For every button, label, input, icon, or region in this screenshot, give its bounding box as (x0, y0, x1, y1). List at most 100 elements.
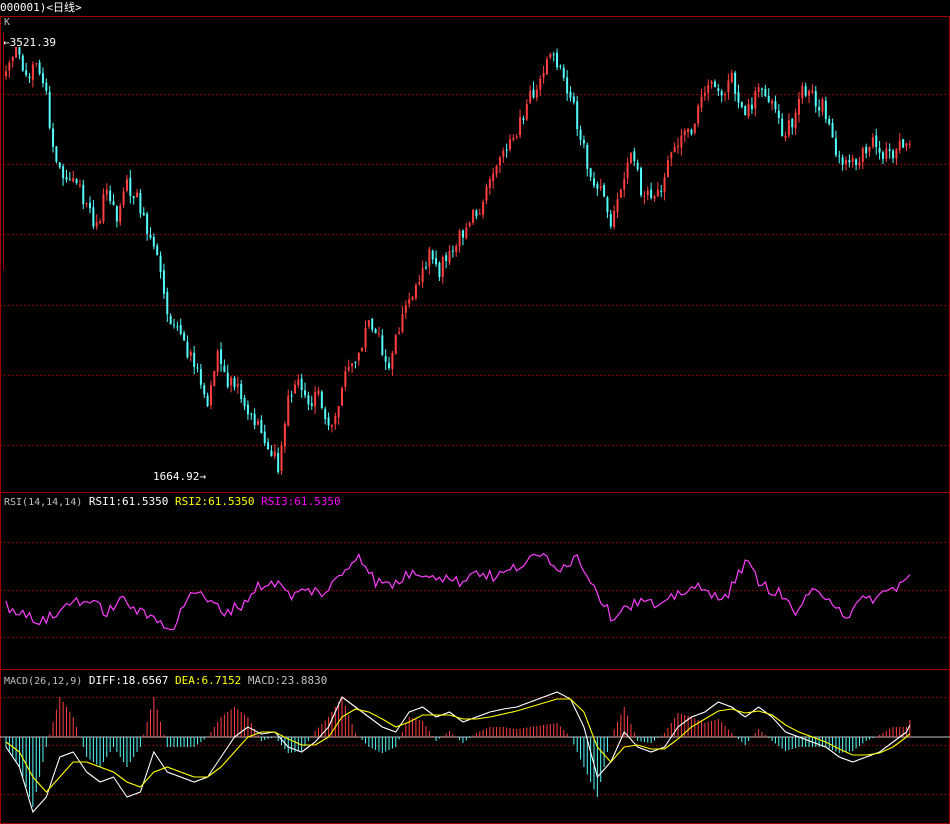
candle-body (562, 67, 565, 78)
low-price-value: 1664.92 (153, 470, 200, 483)
candle-body (626, 162, 629, 179)
candle-body (337, 406, 340, 418)
candle-body (747, 103, 750, 117)
candle-body (871, 137, 874, 147)
kline-label: K (4, 17, 11, 28)
candle-body (808, 91, 811, 96)
candle-body (838, 155, 841, 157)
candle-body (341, 388, 343, 406)
candle-body (683, 130, 686, 136)
candle-body (41, 73, 44, 84)
candle-body (875, 135, 878, 147)
candle-body (828, 119, 831, 125)
candle-body (374, 329, 377, 334)
candle-body (643, 195, 646, 197)
candle-body (472, 209, 475, 223)
candle-body (428, 249, 431, 267)
window-title: 000001)<日线> (0, 1, 82, 14)
candle-body (209, 385, 212, 406)
high-price-value: 3521.39 (9, 36, 56, 49)
candle-body (300, 378, 303, 391)
candle-body (193, 352, 196, 367)
candle-body (512, 137, 515, 140)
candle-body (398, 331, 401, 334)
candle-body (734, 72, 737, 94)
candle-body (586, 144, 589, 169)
candle-body (267, 442, 270, 450)
candle-body (455, 245, 458, 253)
candle-body (478, 213, 481, 215)
candle-body (777, 110, 780, 118)
candle-body (814, 91, 817, 107)
candle-body (576, 101, 579, 130)
candle-body (68, 179, 71, 181)
candle-body (132, 196, 135, 199)
candle-body (451, 250, 454, 252)
candle-body (730, 73, 733, 82)
candle-body (881, 152, 884, 159)
candle-body (304, 390, 307, 396)
candle-body (112, 201, 115, 205)
candle-body (82, 184, 85, 205)
candle-body (673, 146, 676, 153)
candle-body (183, 332, 186, 341)
candle-body (5, 71, 7, 77)
candle-body (898, 140, 901, 151)
candle-body (21, 55, 24, 71)
low-price-label: 1664.92→ (153, 470, 206, 483)
candle-body (260, 419, 263, 434)
candle-body (724, 94, 727, 96)
candle-body (650, 189, 653, 198)
candle-body (737, 91, 740, 103)
candle-body (15, 47, 18, 58)
candle-body (206, 395, 209, 406)
candle-body (525, 104, 528, 120)
candle-body (801, 86, 804, 99)
high-price-label: ←3521.39 (3, 36, 56, 49)
candle-body (599, 186, 602, 189)
rsi-legend: RSI(14,14,14) RSI1:61.5350 RSI2:61.5350 … (4, 495, 341, 508)
kline-panel (5, 47, 911, 475)
candle-body (119, 205, 122, 223)
candle-body (774, 101, 777, 110)
candle-body (653, 196, 656, 199)
candle-body (488, 179, 491, 189)
candle-body (334, 416, 337, 425)
candle-body (579, 129, 582, 140)
candle-body (498, 157, 501, 166)
candle-body (542, 72, 545, 78)
candle-body (189, 351, 192, 356)
candle-body (818, 106, 821, 111)
candle-body (381, 335, 384, 355)
candle-body (465, 227, 468, 239)
candle-body (750, 104, 753, 110)
candle-body (593, 178, 595, 186)
candle-body (895, 149, 898, 159)
candle-body (149, 234, 152, 238)
candle-body (797, 99, 800, 115)
candle-body (169, 315, 172, 325)
candle-body (448, 250, 451, 263)
candle-body (152, 237, 155, 247)
candle-body (666, 160, 669, 177)
candle-body (411, 296, 414, 300)
rsi3-value: RSI3:61.5350 (261, 495, 341, 508)
candle-body (48, 91, 51, 128)
candle-body (582, 139, 585, 144)
candle-body (703, 92, 706, 96)
candle-body (441, 256, 444, 277)
macd-legend: MACD(26,12,9) DIFF:18.6567 DEA:6.7152 MA… (4, 674, 327, 687)
candle-body (347, 367, 350, 371)
candle-body (845, 160, 847, 165)
candle-body (287, 396, 290, 426)
candle-body (851, 158, 854, 162)
candle-body (136, 192, 139, 198)
candle-body (404, 305, 407, 313)
candle-body (58, 162, 61, 168)
candle-body (492, 173, 495, 181)
candle-body (908, 143, 911, 145)
candle-body (596, 184, 599, 189)
candle-body (519, 117, 522, 136)
candle-body (670, 152, 673, 159)
